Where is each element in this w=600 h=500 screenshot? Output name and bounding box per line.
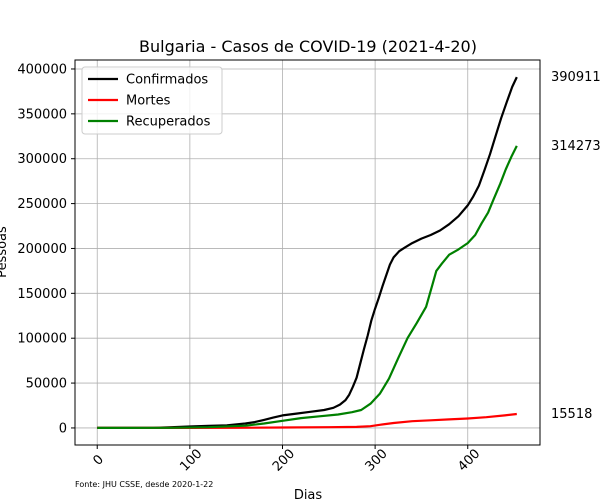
y-tick-label: 200000 xyxy=(17,242,67,257)
series-line-recuperados xyxy=(97,145,518,429)
y-tick-label: 50000 xyxy=(26,377,67,392)
x-tick-label: 200 xyxy=(270,446,298,474)
y-tick-label: 300000 xyxy=(17,152,67,167)
series-line-mortes xyxy=(97,412,517,429)
end-label-recuperados: 314273 xyxy=(551,139,600,154)
end-label-mortes: 15518 xyxy=(551,407,592,422)
series-lines xyxy=(97,76,518,429)
x-tick-label: 400 xyxy=(455,446,483,474)
end-label-confirmados: 390911 xyxy=(551,70,600,85)
chart-title: Bulgaria - Casos de COVID-19 (2021-4-20) xyxy=(139,37,477,56)
source-note: Fonte: JHU CSSE, desde 2020-1-22 xyxy=(75,480,213,489)
y-tick-label: 0 xyxy=(59,421,67,436)
y-tick-label: 350000 xyxy=(17,107,67,122)
x-tick-label: 300 xyxy=(363,446,391,474)
x-axis-label: Dias xyxy=(294,488,323,500)
y-tick-label: 100000 xyxy=(17,332,67,347)
y-tick-label: 250000 xyxy=(17,197,67,212)
series-line-confirmados xyxy=(97,76,518,429)
legend-box xyxy=(81,66,223,135)
plot-frame xyxy=(74,59,541,446)
y-tick-label: 150000 xyxy=(17,287,67,302)
legend: Confirmados Mortes Recuperados xyxy=(81,66,223,135)
y-tick-label: 400000 xyxy=(17,62,67,77)
legend-label-confirmados: Confirmados xyxy=(126,73,208,88)
legend-label-recuperados: Recuperados xyxy=(126,115,211,130)
end-value-labels: 390911 15518 314273 xyxy=(551,70,600,422)
legend-label-mortes: Mortes xyxy=(126,94,171,109)
x-tick-label: 100 xyxy=(177,446,205,474)
x-tick-label: 0 xyxy=(91,452,107,468)
y-axis-label: Pessoas xyxy=(0,226,10,278)
